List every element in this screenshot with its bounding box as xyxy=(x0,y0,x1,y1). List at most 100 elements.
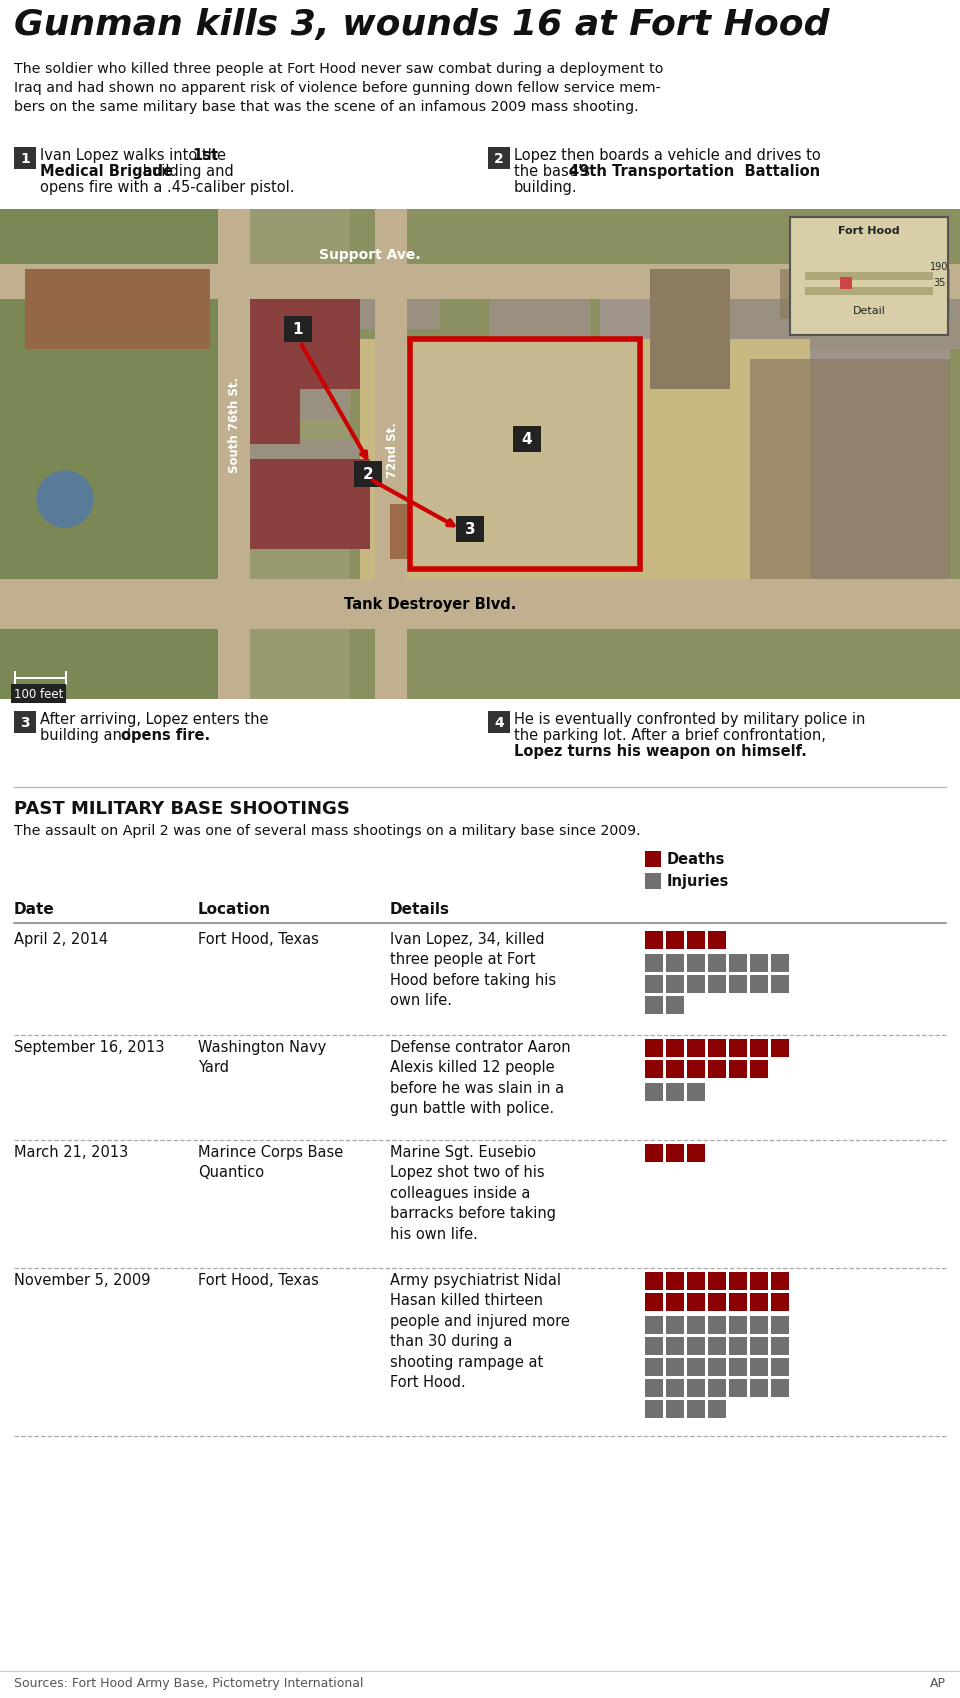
Bar xyxy=(708,1338,726,1355)
Bar xyxy=(666,1039,684,1058)
Bar xyxy=(666,954,684,973)
Text: 100 feet: 100 feet xyxy=(14,688,63,701)
Bar xyxy=(360,340,810,599)
Bar xyxy=(666,975,684,993)
Text: 3: 3 xyxy=(465,523,475,537)
Bar xyxy=(687,1379,705,1397)
Bar xyxy=(645,1358,663,1375)
Bar xyxy=(750,975,768,993)
Bar xyxy=(729,1358,747,1375)
Bar xyxy=(645,997,663,1014)
Bar xyxy=(729,975,747,993)
Bar xyxy=(805,273,933,280)
Bar xyxy=(750,360,950,579)
Bar xyxy=(645,1144,663,1163)
Bar xyxy=(687,1039,705,1058)
Text: 1: 1 xyxy=(20,151,30,166)
Bar xyxy=(771,1039,789,1058)
Bar xyxy=(513,426,541,453)
Bar xyxy=(687,954,705,973)
Bar xyxy=(771,1338,789,1355)
Text: September 16, 2013: September 16, 2013 xyxy=(14,1039,164,1054)
Bar xyxy=(687,1316,705,1335)
Bar xyxy=(708,932,726,949)
Bar xyxy=(771,1316,789,1335)
Text: Defense contrator Aaron
Alexis killed 12 people
before he was slain in a
gun bat: Defense contrator Aaron Alexis killed 12… xyxy=(390,1039,570,1116)
Bar xyxy=(645,1379,663,1397)
Bar xyxy=(687,1272,705,1290)
Text: the parking lot. After a brief confrontation,: the parking lot. After a brief confronta… xyxy=(514,727,826,742)
Bar xyxy=(750,1039,768,1058)
Bar xyxy=(729,1060,747,1078)
Bar xyxy=(230,440,360,540)
Text: Date: Date xyxy=(14,902,55,917)
Bar xyxy=(729,1379,747,1397)
Bar xyxy=(729,1272,747,1290)
Bar xyxy=(708,1039,726,1058)
Bar xyxy=(666,1338,684,1355)
Bar xyxy=(645,1083,663,1102)
Text: Sources: Fort Hood Army Base, Pictometry International: Sources: Fort Hood Army Base, Pictometry… xyxy=(14,1676,364,1690)
Bar xyxy=(600,270,950,589)
Bar xyxy=(666,1379,684,1397)
Text: March 21, 2013: March 21, 2013 xyxy=(14,1144,129,1160)
Text: AP: AP xyxy=(930,1676,946,1690)
Bar xyxy=(14,148,36,170)
Bar xyxy=(729,1316,747,1335)
Bar xyxy=(0,579,960,630)
Bar xyxy=(666,1294,684,1311)
Bar xyxy=(0,265,960,301)
Bar xyxy=(354,462,382,487)
Bar xyxy=(250,301,360,391)
Bar xyxy=(730,270,960,350)
Text: After arriving, Lopez enters the: After arriving, Lopez enters the xyxy=(40,711,269,727)
Bar xyxy=(375,211,407,700)
Text: Gunman kills 3, wounds 16 at Fort Hood: Gunman kills 3, wounds 16 at Fort Hood xyxy=(14,8,829,42)
Bar xyxy=(708,1379,726,1397)
Text: opens fire with a .45-caliber pistol.: opens fire with a .45-caliber pistol. xyxy=(40,180,295,195)
Text: He is eventually confronted by military police in: He is eventually confronted by military … xyxy=(514,711,865,727)
Bar xyxy=(729,1294,747,1311)
Bar xyxy=(687,1060,705,1078)
Bar xyxy=(708,1294,726,1311)
Bar xyxy=(410,340,640,569)
Bar xyxy=(645,932,663,949)
Bar xyxy=(456,516,484,543)
Text: 2: 2 xyxy=(363,467,373,482)
Text: building and: building and xyxy=(40,727,135,742)
Text: Ivan Lopez, 34, killed
three people at Fort
Hood before taking his
own life.: Ivan Lopez, 34, killed three people at F… xyxy=(390,932,556,1007)
Bar xyxy=(729,1039,747,1058)
Bar xyxy=(687,1294,705,1311)
Bar xyxy=(805,289,933,295)
Text: 1: 1 xyxy=(293,323,303,338)
Bar xyxy=(666,1401,684,1418)
Text: 35: 35 xyxy=(933,278,946,289)
Bar xyxy=(708,1060,726,1078)
Text: November 5, 2009: November 5, 2009 xyxy=(14,1272,151,1287)
Bar xyxy=(750,1316,768,1335)
Text: Fort Hood, Texas: Fort Hood, Texas xyxy=(198,1272,319,1287)
Text: 4: 4 xyxy=(521,433,532,447)
Bar xyxy=(840,278,852,290)
Text: Marine Sgt. Eusebio
Lopez shot two of his
colleagues inside a
barracks before ta: Marine Sgt. Eusebio Lopez shot two of hi… xyxy=(390,1144,556,1241)
Text: Injuries: Injuries xyxy=(667,874,730,890)
Text: Marince Corps Base
Quantico: Marince Corps Base Quantico xyxy=(198,1144,344,1178)
Bar xyxy=(750,1294,768,1311)
Bar xyxy=(771,975,789,993)
Text: Fort Hood: Fort Hood xyxy=(838,226,900,236)
Text: PAST MILITARY BASE SHOOTINGS: PAST MILITARY BASE SHOOTINGS xyxy=(14,800,349,817)
Text: opens fire.: opens fire. xyxy=(121,727,209,742)
Bar xyxy=(0,211,960,700)
Bar xyxy=(750,954,768,973)
Text: building and: building and xyxy=(137,165,233,178)
Bar xyxy=(666,1272,684,1290)
Text: Fort Hood, Texas: Fort Hood, Texas xyxy=(198,932,319,946)
Bar xyxy=(488,711,510,734)
Circle shape xyxy=(37,472,93,528)
Bar xyxy=(645,1272,663,1290)
Bar xyxy=(14,678,66,679)
Bar xyxy=(666,1144,684,1163)
Bar xyxy=(666,1316,684,1335)
Bar xyxy=(771,1358,789,1375)
Bar xyxy=(687,932,705,949)
